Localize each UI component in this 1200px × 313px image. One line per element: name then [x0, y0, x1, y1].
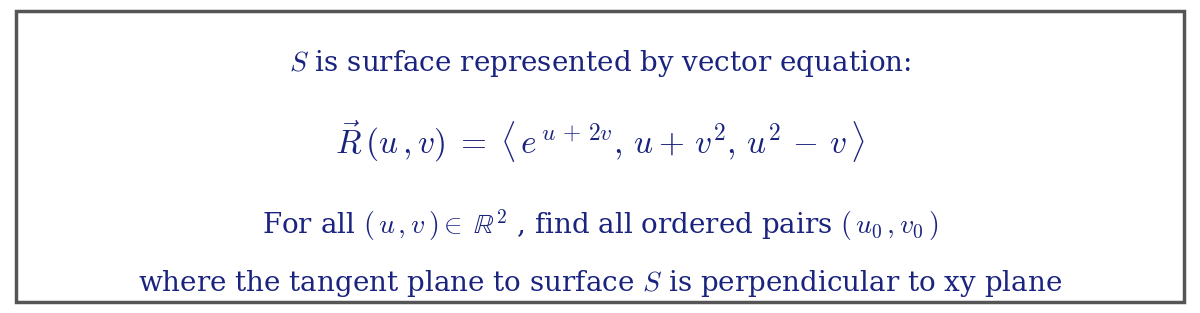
Text: $S$ is surface represented by vector equation:: $S$ is surface represented by vector equ… — [289, 48, 911, 79]
FancyBboxPatch shape — [16, 11, 1184, 302]
Text: For all $(\,u\,,v\,) \in \;\mathbb{R}^2$ , find all ordered pairs $(\,u_0\,,v_0\: For all $(\,u\,,v\,) \in \;\mathbb{R}^2$… — [262, 207, 938, 243]
Text: where the tangent plane to surface $S$ is perpendicular to xy plane: where the tangent plane to surface $S$ i… — [138, 268, 1062, 299]
Text: $\vec{R}\,(u\,,v) \;=\; \langle\, e^{\,u\,+\,2v},\,u+\,v^2,\,u^2\,-\,v\,\rangle$: $\vec{R}\,(u\,,v) \;=\; \langle\, e^{\,u… — [335, 118, 865, 164]
